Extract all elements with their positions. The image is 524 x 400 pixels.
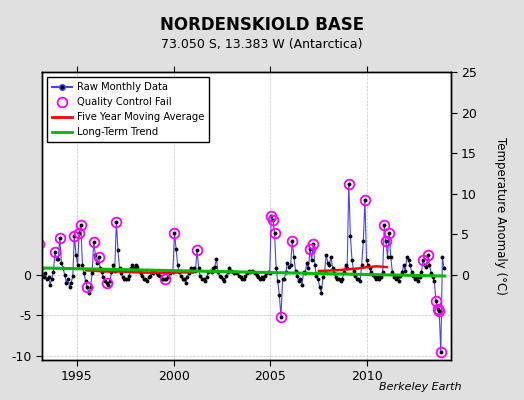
Text: NORDENSKIOLD BASE: NORDENSKIOLD BASE [160, 16, 364, 34]
Text: 73.050 S, 13.383 W (Antarctica): 73.050 S, 13.383 W (Antarctica) [161, 38, 363, 51]
Y-axis label: Temperature Anomaly (°C): Temperature Anomaly (°C) [494, 137, 507, 295]
Text: Berkeley Earth: Berkeley Earth [379, 382, 461, 392]
Legend: Raw Monthly Data, Quality Control Fail, Five Year Moving Average, Long-Term Tren: Raw Monthly Data, Quality Control Fail, … [47, 77, 209, 142]
